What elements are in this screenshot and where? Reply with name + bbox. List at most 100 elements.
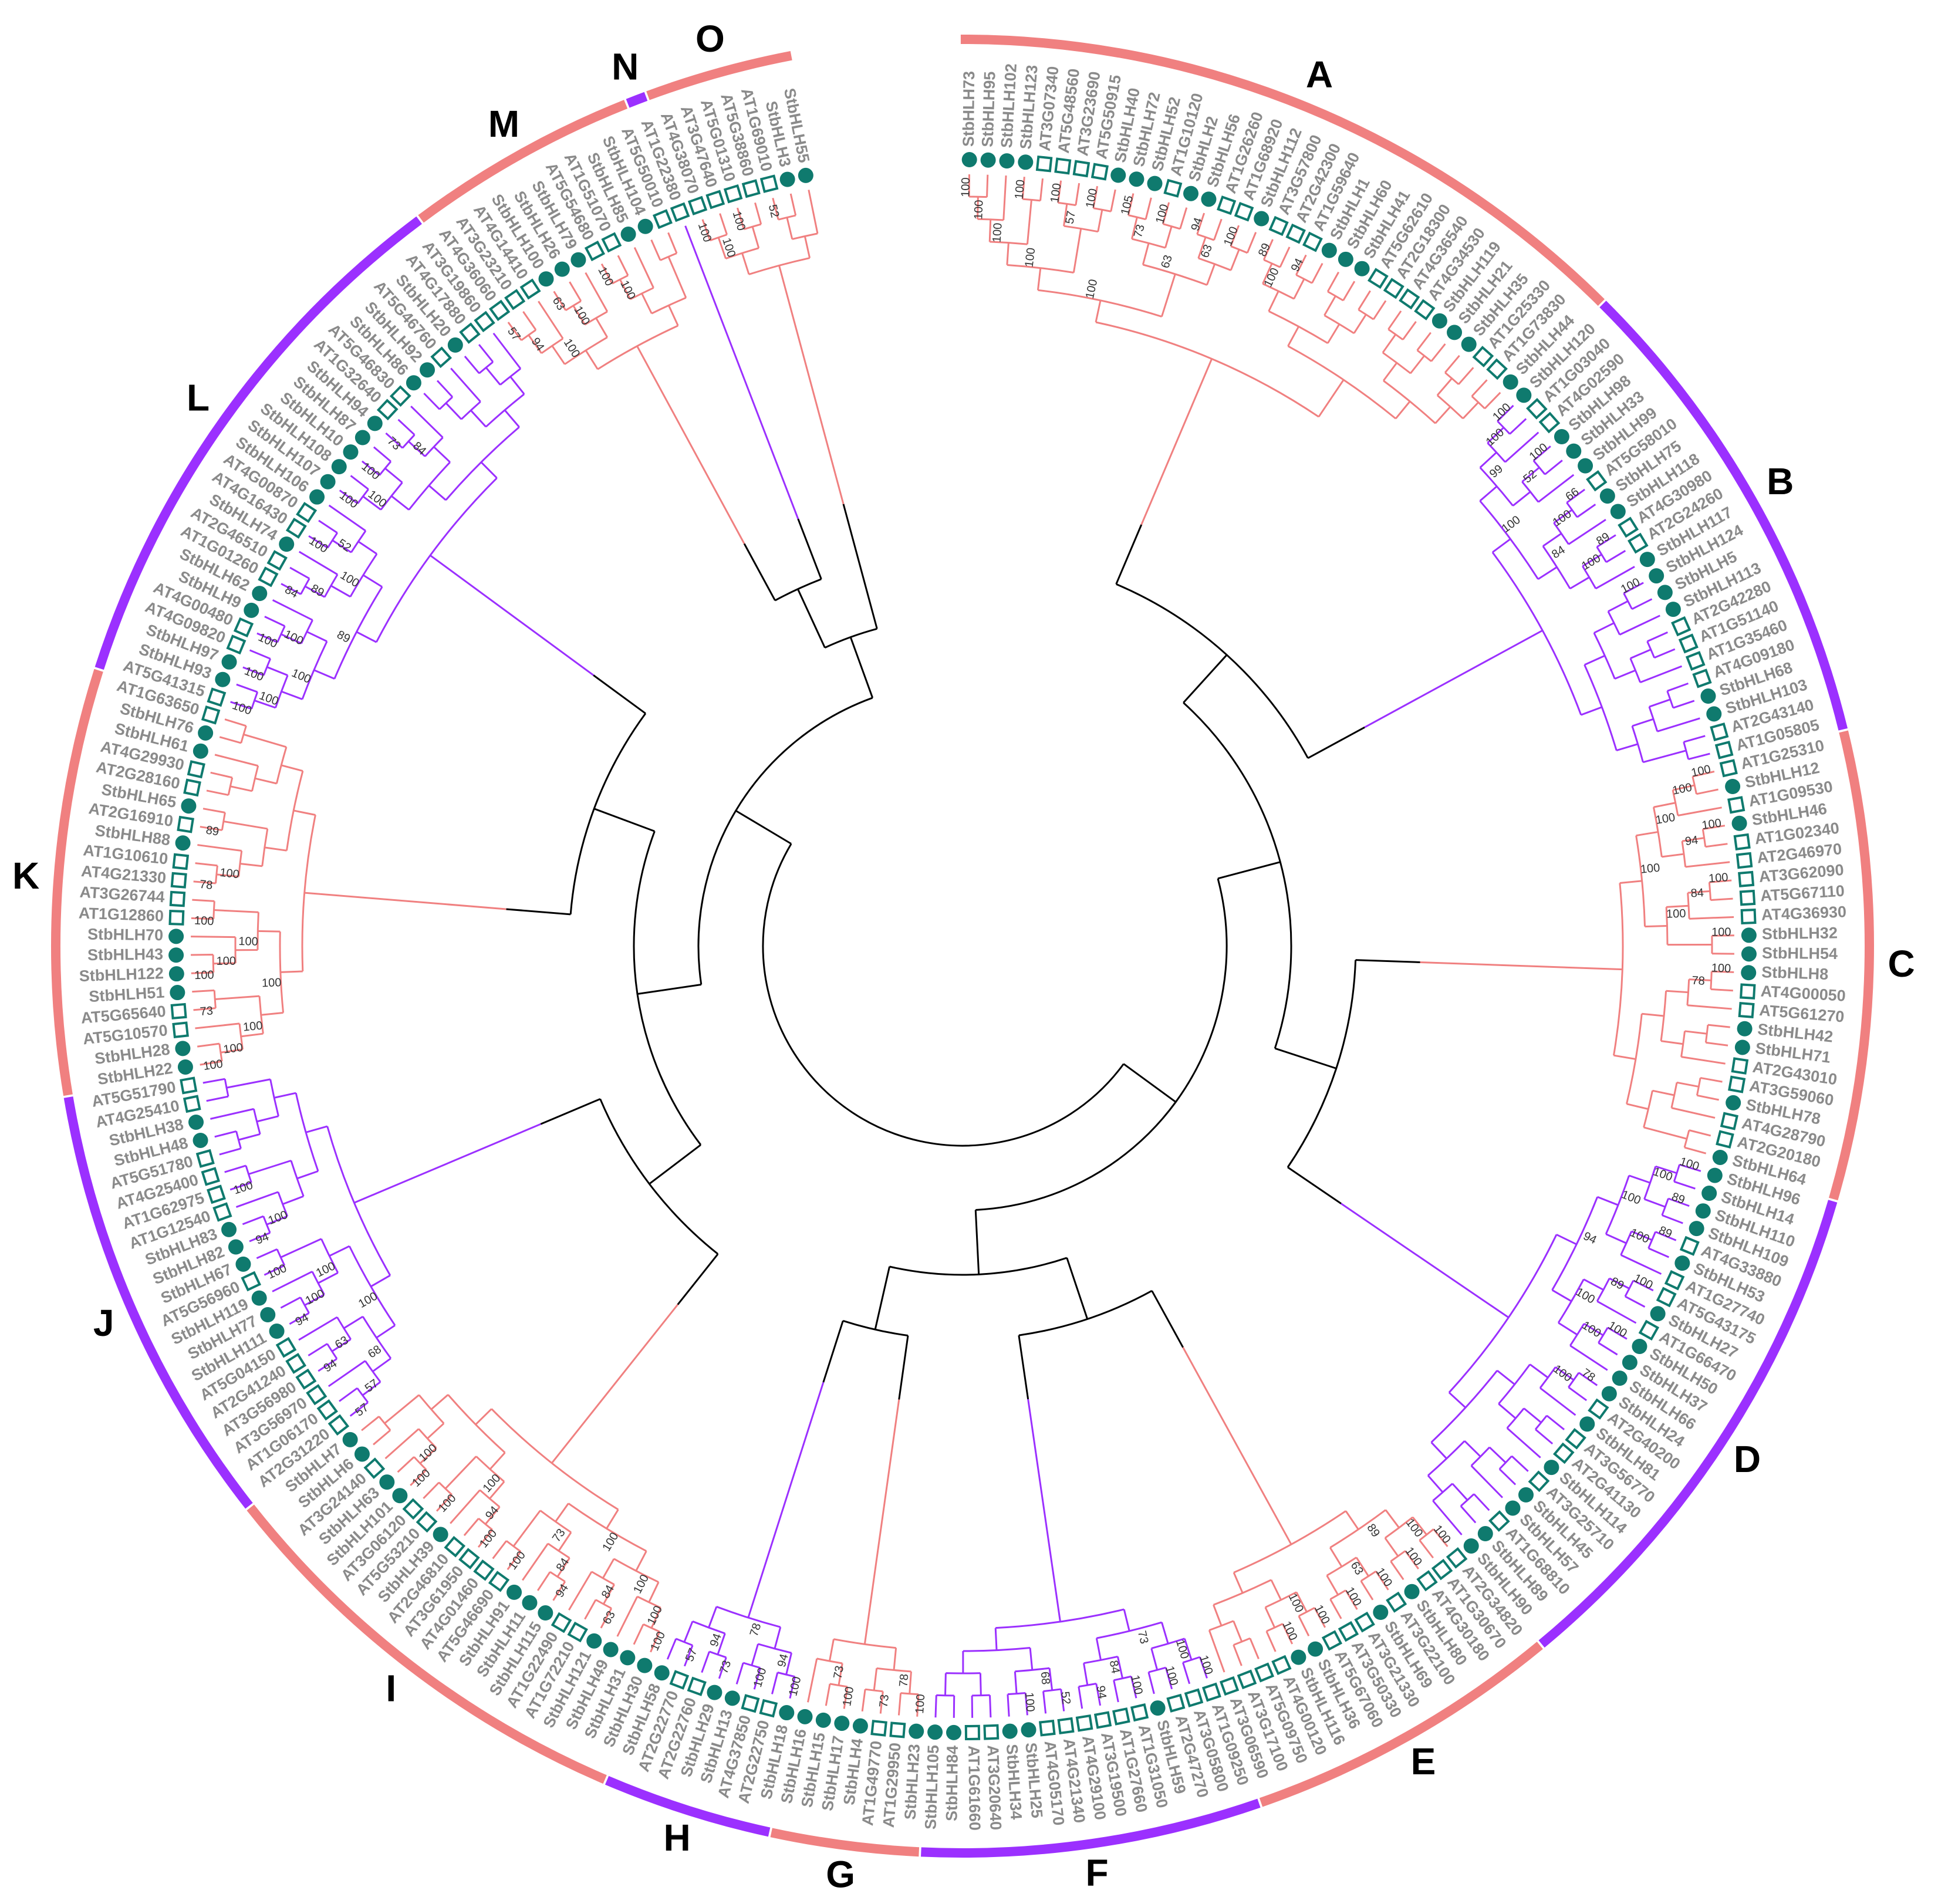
branch [1708, 879, 1733, 902]
bootstrap-value: 100 [645, 1604, 665, 1628]
leaf-marker [654, 1665, 670, 1681]
branch [1553, 509, 1606, 545]
branch [1652, 802, 1684, 858]
leaf-marker [1110, 167, 1126, 183]
leaf-marker [798, 167, 813, 183]
leaf-marker [1234, 201, 1254, 222]
leaf-marker [168, 947, 184, 963]
branch [1095, 300, 1345, 418]
leaf-marker [507, 1584, 522, 1600]
leaf-marker [687, 1676, 707, 1696]
leaf-label: AT3G20640 [984, 1744, 1005, 1830]
leaf-marker [376, 399, 399, 421]
bootstrap-value: 100 [1580, 1319, 1603, 1340]
bootstrap-value: 100 [1012, 179, 1027, 200]
leaf-marker [1219, 1676, 1240, 1696]
branch [1704, 1024, 1730, 1046]
bootstrap-value: 100 [1262, 266, 1282, 289]
bootstrap-value: 100 [1163, 1665, 1180, 1687]
clade-bar [1259, 1642, 1543, 1807]
leaf-marker [741, 1694, 760, 1713]
leaf-marker [1706, 706, 1722, 722]
leaf-label: StbHLH23 [901, 1744, 923, 1821]
leaf-marker [1386, 1591, 1407, 1613]
leaf-marker [193, 1132, 208, 1148]
leaf-marker [889, 1721, 906, 1738]
branch [353, 1123, 541, 1204]
branch [223, 820, 269, 867]
leaf-marker [193, 743, 208, 759]
leaf-marker [1588, 1398, 1609, 1420]
branch [304, 892, 507, 910]
leaf-marker [1665, 602, 1681, 617]
branch [1298, 1607, 1326, 1636]
branch [962, 1646, 1034, 1674]
clade-label: F [1085, 1851, 1108, 1893]
leaf-marker [723, 184, 743, 204]
branch [408, 406, 444, 457]
leaf-marker [1728, 1075, 1746, 1093]
branch [1569, 1322, 1608, 1371]
leaf-marker [586, 1633, 602, 1649]
branch [684, 225, 799, 519]
branch [863, 1399, 900, 1645]
branch [361, 1416, 391, 1446]
branch [1629, 649, 1683, 684]
clade-bar [247, 1504, 607, 1784]
bootstrap-value: 89 [205, 823, 220, 838]
leaf-marker [1002, 1723, 1018, 1739]
bootstrap-value: 78 [897, 1673, 911, 1687]
leaf-marker [567, 1621, 588, 1643]
leaf-marker [1740, 983, 1756, 1000]
leaf-marker [1488, 1510, 1510, 1532]
branch [192, 989, 217, 1011]
leaf-marker [433, 1527, 448, 1542]
leaf-marker [1632, 1338, 1647, 1354]
branch [1416, 332, 1446, 362]
clade-bar [51, 669, 103, 1096]
leaf-label: StbHLH73 [960, 71, 978, 147]
bootstrap-value: 100 [1606, 1319, 1629, 1340]
bootstrap-value: 100 [1672, 781, 1693, 797]
bootstrap-value: 78 [1691, 974, 1706, 988]
leaf-marker [1021, 1722, 1036, 1738]
leaf-marker [538, 271, 554, 287]
branch [1491, 538, 1602, 716]
leaf-marker [241, 1271, 262, 1292]
leaf-marker [1166, 1693, 1186, 1713]
bootstrap-value: 100 [1484, 426, 1507, 449]
bootstrap-value: 100 [648, 1630, 668, 1653]
leaf-marker [1129, 171, 1144, 187]
bootstrap-value: 100 [356, 1289, 380, 1311]
clade-bar [921, 1798, 1261, 1858]
branch [470, 376, 525, 428]
branch [330, 541, 378, 598]
leaf-marker [1738, 1001, 1755, 1018]
leaf-label: AT1G12860 [78, 904, 164, 925]
branch [1673, 1163, 1701, 1190]
bootstrap-value: 100 [959, 177, 973, 197]
bootstrap-value: 100 [972, 200, 985, 220]
leaf-marker [504, 289, 526, 310]
leaf-marker [306, 1384, 327, 1406]
bootstrap-value: 89 [1608, 1275, 1626, 1292]
branch [934, 1694, 956, 1718]
leaf-marker [198, 725, 214, 741]
branch [464, 344, 494, 374]
leaf-marker [670, 202, 690, 222]
branch [219, 718, 247, 744]
leaf-marker [207, 1184, 226, 1204]
clade-label: L [187, 377, 210, 419]
bootstrap-value: 100 [1711, 926, 1731, 939]
bootstrap-value: 57 [353, 1401, 371, 1419]
leaf-marker [228, 1239, 244, 1255]
leaf-marker [1707, 1167, 1723, 1183]
leaf-marker [285, 518, 307, 539]
backbone-branch [540, 1098, 719, 1305]
leaf-marker [175, 835, 191, 851]
branch [1036, 268, 1176, 318]
leaf-marker [389, 385, 411, 407]
bootstrap-value: 100 [1527, 441, 1551, 463]
bootstrap-value: 73 [831, 1665, 846, 1680]
branch [444, 1456, 505, 1500]
